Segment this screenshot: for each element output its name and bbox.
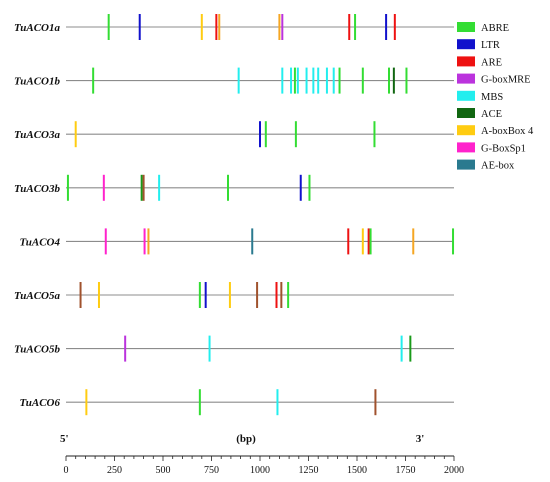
legend-swatch bbox=[457, 159, 475, 170]
legend-swatch bbox=[457, 73, 475, 84]
gene-label: TuACO3b bbox=[14, 183, 61, 195]
tick-label: 0 bbox=[64, 465, 69, 476]
legend-item: G-boxMRE bbox=[457, 73, 531, 86]
tick-label: 2000 bbox=[444, 465, 464, 476]
legend-swatch bbox=[457, 108, 475, 118]
legend: ABRE LTR ARE G-boxMRE MBS ACE A-boxBox 4 G-BoxS… bbox=[457, 22, 534, 172]
three-prime-label: 3' bbox=[416, 433, 425, 445]
legend-swatch bbox=[457, 39, 475, 50]
gene-row: TuACO4 bbox=[19, 228, 455, 255]
legend-item: A-boxBox 4 bbox=[457, 125, 534, 137]
legend-label: ABRE bbox=[481, 23, 509, 34]
legend-swatch bbox=[457, 90, 475, 101]
gene-row: TuACO6 bbox=[19, 389, 454, 416]
tick-label: 1500 bbox=[347, 465, 367, 476]
gene-row: TuACO5b bbox=[14, 335, 454, 362]
axis-title: (bp) bbox=[236, 433, 256, 445]
tick-label: 1000 bbox=[250, 465, 270, 476]
gene-label: TuACO1b bbox=[14, 76, 61, 88]
legend-label: LTR bbox=[481, 40, 500, 51]
tick-label: 1750 bbox=[396, 465, 416, 476]
legend-item: ABRE bbox=[457, 22, 509, 34]
gene-label: TuACO4 bbox=[19, 236, 60, 248]
legend-label: MBS bbox=[481, 92, 503, 103]
legend-label: A-boxBox 4 bbox=[481, 126, 534, 137]
legend-item: ARE bbox=[457, 56, 502, 68]
gene-label: TuACO3a bbox=[14, 129, 61, 141]
gene-rows: TuACO1a TuACO1b TuACO3a TuACO3b TuACO4 TuACO5… bbox=[14, 14, 455, 416]
tick-label: 1250 bbox=[299, 465, 319, 476]
gene-label: TuACO5a bbox=[14, 290, 61, 302]
legend-item: ACE bbox=[457, 108, 502, 120]
gene-row: TuACO1b bbox=[14, 67, 454, 94]
five-prime-label: 5' bbox=[60, 433, 69, 445]
tick-label: 250 bbox=[107, 465, 122, 476]
x-axis: 5' (bp) 3' 0 250 500 750 1000 1250 1500 1750 200… bbox=[60, 433, 464, 476]
legend-swatch bbox=[457, 125, 475, 136]
legend-label: ACE bbox=[481, 109, 502, 120]
legend-item: G-BoxSp1 bbox=[457, 142, 526, 154]
legend-item: AE-box bbox=[457, 159, 515, 172]
legend-swatch bbox=[457, 22, 475, 32]
legend-swatch bbox=[457, 142, 475, 153]
legend-label: G-BoxSp1 bbox=[481, 143, 526, 154]
legend-swatch bbox=[457, 56, 475, 67]
legend-label: G-boxMRE bbox=[481, 75, 531, 86]
legend-label: AE-box bbox=[481, 161, 515, 172]
gene-label: TuACO1a bbox=[14, 22, 61, 34]
tick-label: 750 bbox=[204, 465, 219, 476]
gene-label: TuACO6 bbox=[19, 397, 60, 409]
legend-label: ARE bbox=[481, 57, 502, 68]
legend-item: MBS bbox=[457, 90, 503, 103]
legend-item: LTR bbox=[457, 39, 500, 51]
tick-label: 500 bbox=[156, 465, 171, 476]
gene-row: TuACO3b bbox=[14, 174, 454, 201]
gene-row: TuACO1a bbox=[14, 14, 454, 40]
gene-row: TuACO3a bbox=[14, 121, 454, 148]
gene-label: TuACO5b bbox=[14, 344, 61, 356]
gene-row: TuACO5a bbox=[14, 282, 454, 308]
